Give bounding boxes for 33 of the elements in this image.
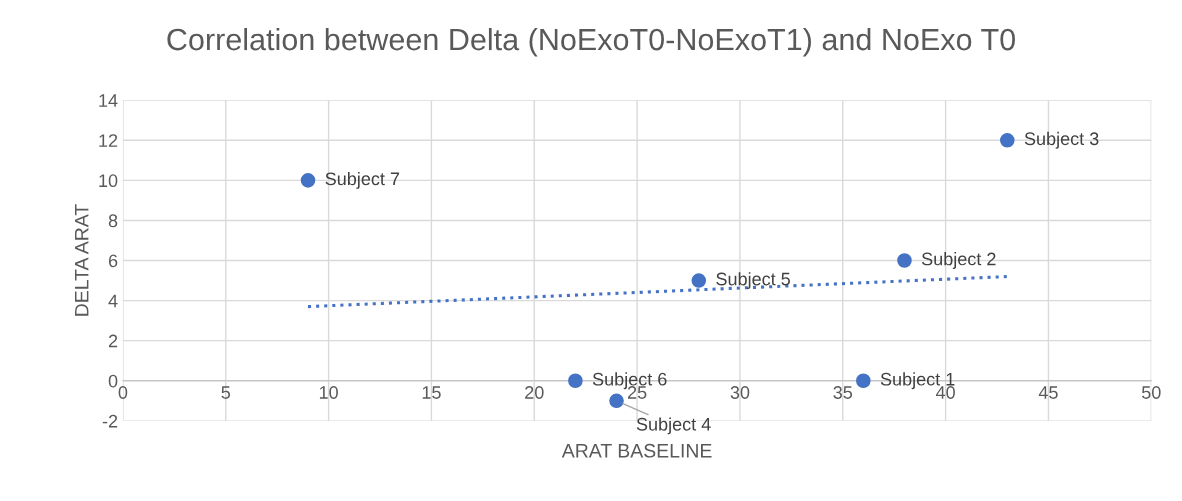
y-tick-label: 8 bbox=[108, 214, 118, 228]
x-tick-label: 50 bbox=[1141, 386, 1161, 399]
x-tick-label: 10 bbox=[319, 386, 338, 399]
x-tick-label: 0 bbox=[118, 386, 128, 399]
annotation: Subject 3 bbox=[1024, 131, 1099, 149]
point bbox=[609, 393, 624, 409]
x-tick-label: 15 bbox=[422, 386, 441, 399]
y-tick-label: 4 bbox=[108, 294, 118, 308]
x-tick-label: 45 bbox=[1038, 386, 1058, 399]
y-tick-label: 10 bbox=[99, 174, 118, 188]
point bbox=[856, 373, 871, 389]
point bbox=[691, 273, 707, 288]
chart-title: Correlation between Delta (NoExoT0-NoExoT1) and NoExo T0 bbox=[167, 27, 1015, 57]
point bbox=[1000, 132, 1015, 148]
x-axis-title: ARAT BASELINE bbox=[561, 443, 712, 458]
y-tick-label: 12 bbox=[99, 134, 118, 147]
y-tick-label: -2 bbox=[102, 414, 118, 428]
y-tick-label: 6 bbox=[108, 254, 118, 268]
y-tick-label: 2 bbox=[108, 334, 118, 348]
point bbox=[300, 173, 316, 188]
y-axis-title: DELTA ARAT bbox=[75, 204, 89, 316]
y-tick-label: 0 bbox=[108, 374, 118, 388]
x-tick-label: 20 bbox=[525, 386, 544, 399]
x-tick-label: 5 bbox=[221, 386, 231, 399]
y-tick-label: 14 bbox=[99, 94, 118, 107]
point bbox=[897, 253, 912, 268]
x-tick-label: 35 bbox=[833, 386, 853, 399]
point bbox=[568, 373, 583, 389]
annotation: Subject 4 bbox=[636, 417, 711, 435]
annotation: Subject 5 bbox=[716, 272, 790, 289]
annotation: Subject 2 bbox=[921, 252, 996, 269]
annotation: Subject 7 bbox=[325, 171, 400, 189]
x-tick-label: 30 bbox=[730, 386, 750, 399]
